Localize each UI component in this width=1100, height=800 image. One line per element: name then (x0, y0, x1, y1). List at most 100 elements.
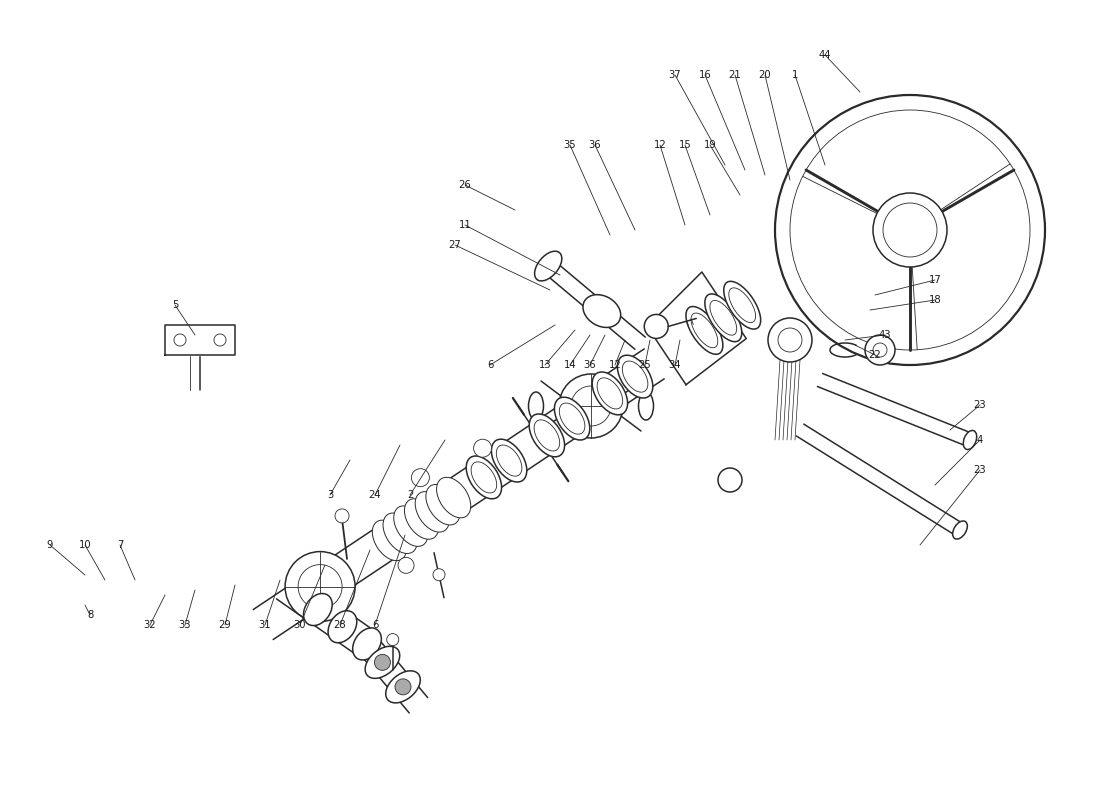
Text: 20: 20 (759, 70, 771, 80)
Text: 23: 23 (974, 465, 987, 475)
Text: 10: 10 (79, 540, 91, 550)
Text: 21: 21 (728, 70, 741, 80)
Ellipse shape (426, 485, 460, 525)
Circle shape (778, 328, 802, 352)
Circle shape (571, 386, 610, 426)
Ellipse shape (592, 372, 628, 415)
Circle shape (873, 193, 947, 267)
Circle shape (559, 374, 623, 438)
Ellipse shape (304, 594, 332, 626)
Circle shape (174, 334, 186, 346)
Circle shape (865, 335, 895, 365)
Ellipse shape (724, 282, 761, 329)
Circle shape (433, 569, 446, 581)
Text: 16: 16 (698, 70, 712, 80)
Ellipse shape (415, 491, 449, 532)
Ellipse shape (365, 646, 399, 678)
Circle shape (214, 334, 225, 346)
Circle shape (790, 110, 1030, 350)
Circle shape (776, 95, 1045, 365)
Ellipse shape (554, 397, 590, 440)
Circle shape (336, 509, 349, 523)
Text: 2: 2 (407, 490, 414, 500)
Text: 33: 33 (178, 620, 191, 630)
Text: 12: 12 (653, 140, 667, 150)
Ellipse shape (405, 498, 439, 539)
Text: 9: 9 (47, 540, 53, 550)
Text: 14: 14 (563, 360, 576, 370)
Text: 6: 6 (372, 620, 378, 630)
Circle shape (298, 565, 342, 609)
Ellipse shape (964, 430, 977, 450)
Ellipse shape (386, 671, 420, 703)
Text: 43: 43 (879, 330, 891, 340)
Text: 4: 4 (977, 435, 983, 445)
Text: 28: 28 (333, 620, 346, 630)
Circle shape (374, 654, 390, 670)
Text: 22: 22 (869, 350, 881, 360)
Ellipse shape (529, 414, 564, 457)
Text: 24: 24 (368, 490, 382, 500)
Text: 27: 27 (449, 240, 461, 250)
Ellipse shape (559, 403, 585, 434)
Ellipse shape (597, 378, 623, 409)
Ellipse shape (328, 610, 356, 642)
Text: 37: 37 (669, 70, 681, 80)
Ellipse shape (686, 306, 723, 354)
Ellipse shape (496, 445, 521, 476)
Ellipse shape (353, 628, 382, 660)
Text: 25: 25 (639, 360, 651, 370)
Circle shape (398, 558, 414, 574)
Ellipse shape (394, 506, 428, 546)
Text: 36: 36 (588, 140, 602, 150)
Ellipse shape (617, 355, 652, 398)
Ellipse shape (466, 456, 502, 499)
Text: 19: 19 (704, 140, 716, 150)
Text: 30: 30 (294, 620, 306, 630)
Ellipse shape (383, 513, 417, 554)
Circle shape (474, 439, 492, 457)
Circle shape (387, 634, 398, 646)
Text: 17: 17 (928, 275, 942, 285)
Ellipse shape (372, 520, 407, 561)
Text: 8: 8 (87, 610, 94, 620)
Text: 1: 1 (792, 70, 799, 80)
Text: 18: 18 (928, 295, 942, 305)
Text: 12: 12 (608, 360, 622, 370)
Text: 7: 7 (117, 540, 123, 550)
Ellipse shape (583, 294, 620, 327)
Circle shape (411, 469, 429, 486)
Ellipse shape (528, 392, 543, 420)
Ellipse shape (437, 478, 471, 518)
Text: 29: 29 (219, 620, 231, 630)
Ellipse shape (492, 439, 527, 482)
Circle shape (645, 314, 669, 338)
Ellipse shape (691, 313, 718, 348)
Ellipse shape (710, 301, 737, 335)
Ellipse shape (705, 294, 741, 342)
Text: 26: 26 (459, 180, 472, 190)
Text: 44: 44 (818, 50, 832, 60)
Text: 15: 15 (679, 140, 692, 150)
Text: 13: 13 (539, 360, 551, 370)
Text: 34: 34 (669, 360, 681, 370)
Text: 32: 32 (144, 620, 156, 630)
Text: 35: 35 (563, 140, 576, 150)
Text: 23: 23 (974, 400, 987, 410)
Text: 36: 36 (584, 360, 596, 370)
Polygon shape (647, 272, 746, 385)
Text: 3: 3 (327, 490, 333, 500)
Ellipse shape (638, 392, 653, 420)
Ellipse shape (729, 288, 756, 322)
Ellipse shape (535, 420, 560, 451)
Circle shape (285, 552, 355, 622)
Circle shape (883, 203, 937, 257)
Ellipse shape (471, 462, 497, 493)
Text: 11: 11 (459, 220, 472, 230)
Text: 5: 5 (172, 300, 178, 310)
Circle shape (768, 318, 812, 362)
Ellipse shape (623, 361, 648, 392)
Text: 6: 6 (487, 360, 493, 370)
Circle shape (718, 468, 743, 492)
Circle shape (395, 679, 411, 695)
